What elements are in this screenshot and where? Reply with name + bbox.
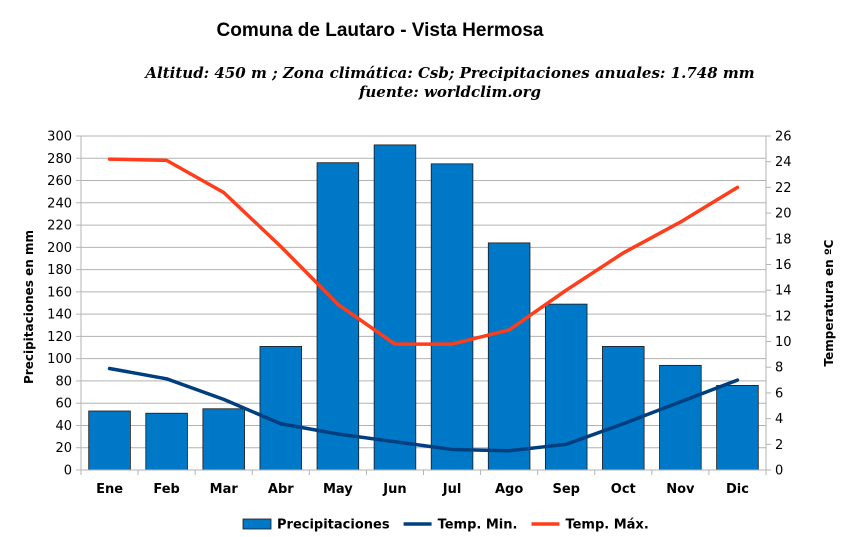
x-tick-label: Oct	[611, 482, 636, 497]
left-tick-label: 20	[55, 441, 72, 456]
legend: Precipitaciones Temp. Min. Temp. Máx.	[242, 518, 649, 533]
subtitle-line-2: fuente: worldclim.org	[358, 83, 542, 101]
left-tick-label: 40	[55, 419, 72, 434]
x-tick-label: Abr	[268, 482, 294, 497]
right-tick-label: 8	[775, 361, 783, 376]
x-tick-label: Sep	[552, 482, 580, 497]
left-tick-label: 160	[47, 285, 72, 300]
precipitation-bar	[259, 346, 303, 471]
x-tick-label: Jul	[442, 482, 462, 497]
left-tick-label: 60	[55, 397, 72, 412]
right-tick-label: 24	[775, 155, 792, 170]
series-line	[107, 366, 740, 453]
subtitle-line-1: Altitud: 450 m ; Zona climática: Csb; Pr…	[145, 64, 755, 82]
precipitation-bar	[716, 384, 759, 471]
right-tick-label: 16	[775, 258, 792, 273]
left-tick-label: 240	[47, 196, 72, 211]
precipitation-bar	[430, 163, 474, 471]
right-tick-label: 4	[775, 412, 783, 427]
precipitation-bars	[88, 144, 759, 471]
x-tick-label: Ene	[96, 482, 123, 497]
precipitation-bar	[145, 412, 188, 471]
right-tick-label: 18	[775, 232, 792, 247]
right-tick-label: 22	[775, 181, 792, 196]
legend-label: Precipitaciones	[277, 518, 390, 533]
right-tick-label: 6	[775, 386, 783, 401]
left-tick-label: 200	[47, 241, 72, 256]
right-tick-label: 2	[775, 438, 783, 453]
x-tick-label: Feb	[153, 482, 179, 497]
y-axis-title: Precipitaciones en mm	[22, 230, 36, 384]
series-line	[107, 157, 740, 346]
precipitation-bar	[316, 162, 360, 471]
y2-axis-title: Temperatura en ºC	[822, 239, 836, 366]
axis-titles: Precipitaciones en mm Temperatura en ºC	[22, 230, 836, 384]
precipitation-bar	[544, 303, 588, 471]
precipitation-bar	[88, 410, 131, 471]
left-tick-label: 280	[47, 152, 72, 167]
x-tick-label: Jun	[382, 482, 406, 497]
chart-title: Comuna de Lautaro - Vista Hermosa	[216, 20, 544, 41]
x-tick-label: May	[323, 482, 353, 497]
right-tick-label: 10	[775, 335, 792, 350]
legend-label: Temp. Min.	[438, 518, 518, 533]
x-tick-labels: Ene Feb Mar Abr May Jun Jul Ago Sep Oct Nov Dic	[96, 482, 749, 497]
x-tick-label: Dic	[726, 482, 749, 497]
right-tick-label: 12	[775, 309, 792, 324]
precipitation-bar	[373, 144, 417, 471]
x-tick-label: Mar	[210, 482, 239, 497]
left-tick-label: 120	[47, 330, 72, 345]
right-tick-label: 20	[775, 207, 792, 222]
legend-swatch	[242, 518, 272, 530]
left-tick-label: 260	[47, 174, 72, 189]
left-tick-label: 220	[47, 219, 72, 234]
left-tick-label: 100	[47, 352, 72, 367]
left-tick-labels: 0 20 40 60 80 100 120 140 160 180 200 220 240 260 280 3…	[47, 130, 72, 479]
x-tick-label: Nov	[666, 482, 695, 497]
right-tick-label: 0	[775, 464, 783, 479]
left-tick-label: 300	[47, 130, 72, 145]
precipitation-bar	[659, 364, 702, 471]
left-tick-label: 80	[55, 374, 72, 389]
left-tick-label: 140	[47, 308, 72, 323]
temperature-lines	[107, 157, 740, 453]
axes	[76, 135, 771, 475]
precipitation-bar	[487, 242, 531, 471]
precipitation-bar	[202, 408, 245, 471]
left-tick-label: 180	[47, 263, 72, 278]
right-tick-label: 26	[775, 130, 792, 145]
x-tick-label: Ago	[495, 482, 523, 497]
chart-subtitle: Altitud: 450 m ; Zona climática: Csb; Pr…	[40, 64, 857, 102]
right-tick-label: 14	[775, 284, 792, 299]
left-tick-label: 0	[64, 464, 72, 479]
legend-label: Temp. Máx.	[565, 518, 648, 533]
precipitation-bar	[602, 346, 645, 471]
